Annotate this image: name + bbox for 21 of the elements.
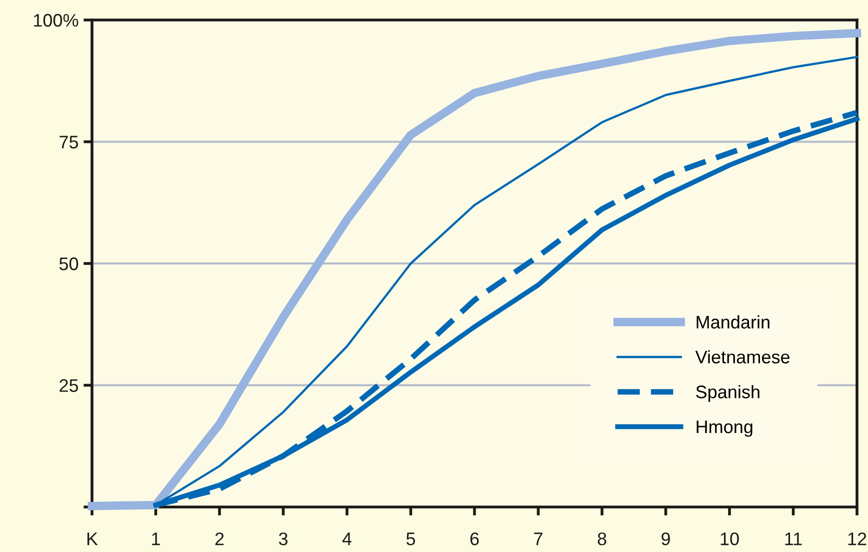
legend-label: Vietnamese: [695, 350, 790, 364]
x-tick-label: 9: [662, 532, 670, 546]
x-tick-label: 5: [406, 532, 416, 546]
x-tick-label: 2: [215, 532, 224, 546]
x-tick-label: 3: [278, 532, 288, 546]
x-tick-label: 4: [342, 532, 352, 546]
y-tick-label: 50: [59, 257, 78, 270]
x-tick-label: 6: [470, 532, 479, 546]
x-tick-label: 7: [534, 532, 542, 546]
x-tick-label: 1: [152, 532, 160, 546]
y-tick-label: 75: [60, 136, 78, 148]
x-tick-label: 11: [785, 532, 802, 546]
y-tick-label: 25: [60, 379, 78, 392]
legend-label: Spanish: [696, 385, 760, 402]
x-tick-label: K: [87, 532, 98, 546]
x-tick-label: 12: [848, 532, 866, 546]
y-tick-label: 100%: [34, 14, 78, 27]
x-tick-label: 8: [598, 532, 606, 546]
x-tick-label: 10: [720, 532, 739, 546]
legend-label: Hmong: [696, 420, 752, 437]
legend-label: Mandarin: [696, 315, 770, 329]
